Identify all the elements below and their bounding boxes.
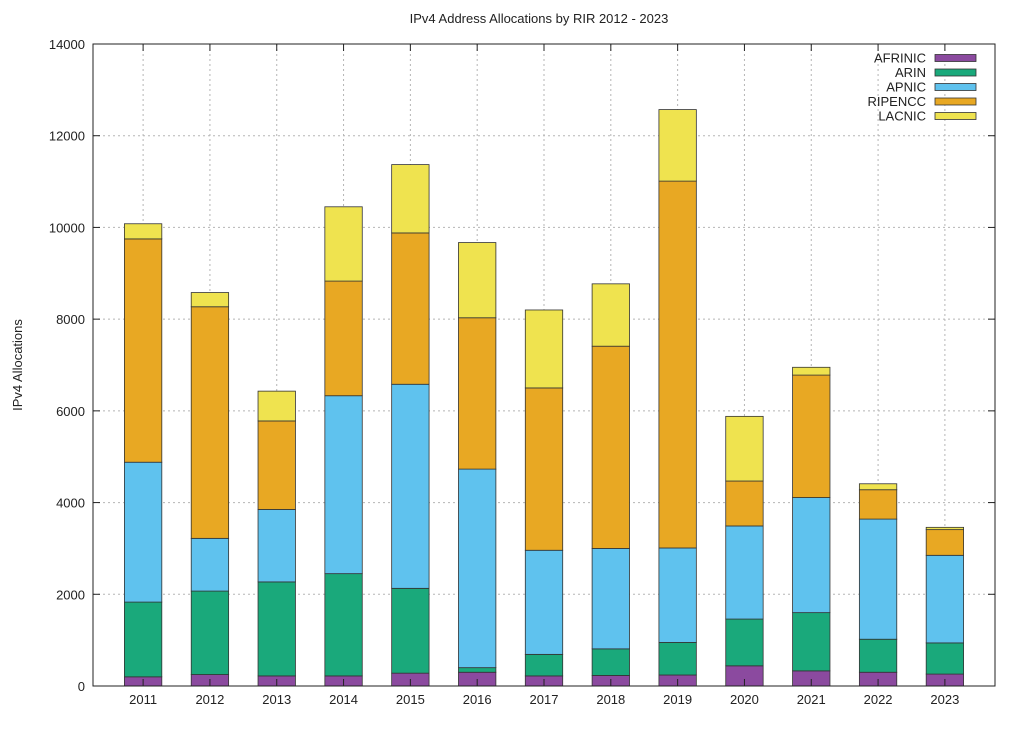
- bar-lacnic-2015: [391, 164, 430, 234]
- y-tick-label: 2000: [56, 587, 85, 602]
- bar-lacnic-2017: [524, 309, 564, 389]
- bar-lacnic-2016: [458, 242, 497, 319]
- bar-ripencc-2011: [124, 238, 163, 463]
- legend-label: RIPENCC: [867, 94, 926, 109]
- legend-swatch-apnic: [934, 83, 977, 91]
- bar-ripencc-2016: [458, 317, 497, 470]
- legend-label: ARIN: [895, 65, 926, 80]
- x-tick-label: 2021: [797, 692, 826, 707]
- x-tick-label: 2013: [262, 692, 291, 707]
- axes: 0 2000 4000 6000 8000 10000 12000 14000 2011 2012…: [49, 37, 995, 707]
- bars: [124, 109, 964, 687]
- bar-arin-2011: [124, 601, 163, 678]
- bar-apnic-2020: [725, 525, 764, 620]
- bar-apnic-2015: [391, 383, 430, 589]
- bar-lacnic-2014: [324, 206, 363, 282]
- bar-apnic-2021: [792, 497, 831, 614]
- bar-ripencc-2013: [257, 420, 296, 510]
- bar-apnic-2017: [524, 549, 564, 655]
- bar-apnic-2023: [925, 554, 964, 644]
- x-tick-label: 2019: [663, 692, 692, 707]
- x-tick-label: 2015: [396, 692, 425, 707]
- y-tick-label: 8000: [56, 312, 85, 327]
- bar-ripencc-2015: [391, 232, 430, 385]
- bar-lacnic-2011: [124, 223, 163, 240]
- bar-arin-2021: [792, 612, 831, 672]
- y-tick-label: 6000: [56, 404, 85, 419]
- legend-label: APNIC: [886, 80, 926, 95]
- bar-lacnic-2021: [792, 366, 831, 376]
- x-tick-label: 2023: [930, 692, 959, 707]
- bar-ripencc-2012: [190, 306, 230, 539]
- legend-swatch-afrinic: [934, 54, 977, 62]
- x-tick-label: 2017: [530, 692, 559, 707]
- legend-label: AFRINIC: [874, 51, 926, 66]
- bar-arin-2016: [458, 667, 497, 673]
- bar-ripencc-2018: [591, 345, 630, 549]
- bar-arin-2018: [591, 648, 630, 676]
- x-tick-label: 2022: [864, 692, 893, 707]
- y-tick-label: 0: [78, 679, 85, 694]
- bar-apnic-2018: [591, 548, 630, 650]
- y-tick-label: 12000: [49, 129, 85, 144]
- bar-ripencc-2022: [858, 489, 898, 520]
- x-tick-label: 2014: [329, 692, 358, 707]
- bar-arin-2014: [324, 573, 363, 677]
- bar-ripencc-2017: [524, 387, 564, 551]
- bar-apnic-2011: [124, 461, 163, 603]
- bar-ripencc-2021: [792, 374, 831, 498]
- bar-arin-2023: [925, 642, 964, 675]
- x-tick-label: 2012: [195, 692, 224, 707]
- bar-arin-2020: [725, 618, 764, 667]
- bar-lacnic-2023: [925, 526, 964, 531]
- chart-title: IPv4 Address Allocations by RIR 2012 - 2…: [410, 11, 669, 26]
- legend-swatch-arin: [934, 68, 977, 77]
- x-tick-label: 2020: [730, 692, 759, 707]
- bar-ripencc-2014: [324, 280, 363, 397]
- bar-apnic-2019: [658, 547, 697, 643]
- bar-arin-2012: [190, 590, 230, 675]
- bar-apnic-2022: [858, 518, 898, 640]
- legend-label: LACNIC: [878, 109, 926, 124]
- bar-arin-2017: [524, 653, 564, 677]
- x-tick-label: 2016: [463, 692, 492, 707]
- bar-apnic-2014: [324, 395, 363, 575]
- bar-lacnic-2022: [858, 483, 898, 491]
- legend-swatch-ripencc: [934, 97, 977, 106]
- bar-arin-2015: [391, 587, 430, 674]
- y-axis-label: IPv4 Allocations: [10, 319, 25, 411]
- bar-lacnic-2013: [257, 390, 296, 422]
- x-tick-label: 2018: [596, 692, 625, 707]
- y-tick-label: 10000: [49, 220, 85, 235]
- bar-ripencc-2023: [925, 529, 964, 556]
- bar-apnic-2012: [190, 537, 230, 592]
- bar-arin-2022: [858, 638, 898, 673]
- bar-apnic-2013: [257, 509, 296, 583]
- y-tick-label: 14000: [49, 37, 85, 52]
- bar-lacnic-2019: [658, 109, 697, 182]
- bar-apnic-2016: [458, 468, 497, 669]
- bar-ripencc-2020: [725, 480, 764, 527]
- bar-arin-2019: [658, 642, 697, 676]
- bar-lacnic-2012: [190, 292, 230, 308]
- bar-ripencc-2019: [658, 180, 697, 549]
- legend-swatch-lacnic: [934, 112, 977, 120]
- bar-arin-2013: [257, 581, 296, 677]
- bar-lacnic-2018: [591, 283, 630, 347]
- x-tick-label: 2011: [129, 692, 157, 707]
- bar-lacnic-2020: [725, 415, 764, 482]
- y-tick-label: 4000: [56, 496, 85, 511]
